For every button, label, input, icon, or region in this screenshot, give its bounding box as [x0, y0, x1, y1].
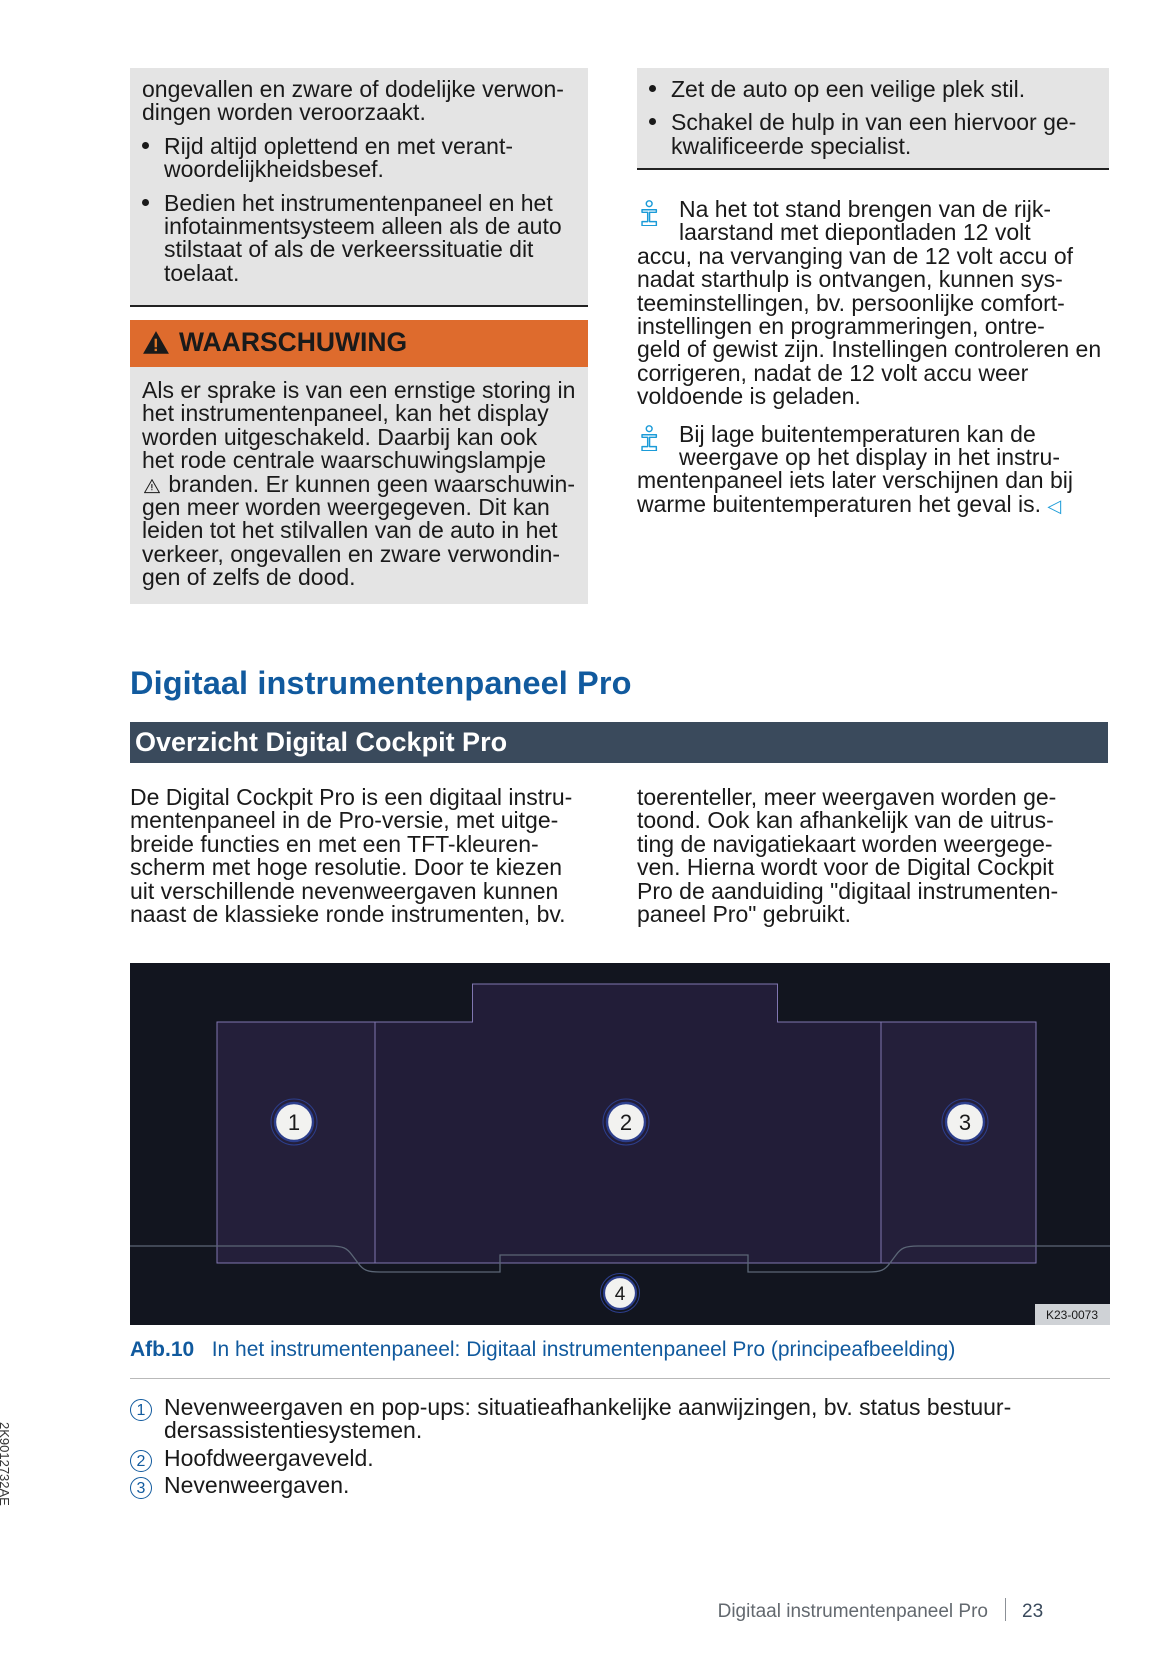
- svg-text:K23-0073: K23-0073: [1046, 1308, 1098, 1322]
- svg-text:4: 4: [615, 1284, 626, 1305]
- svg-text:3: 3: [959, 1110, 971, 1135]
- svg-text:2: 2: [620, 1110, 632, 1135]
- svg-text:1: 1: [288, 1110, 300, 1135]
